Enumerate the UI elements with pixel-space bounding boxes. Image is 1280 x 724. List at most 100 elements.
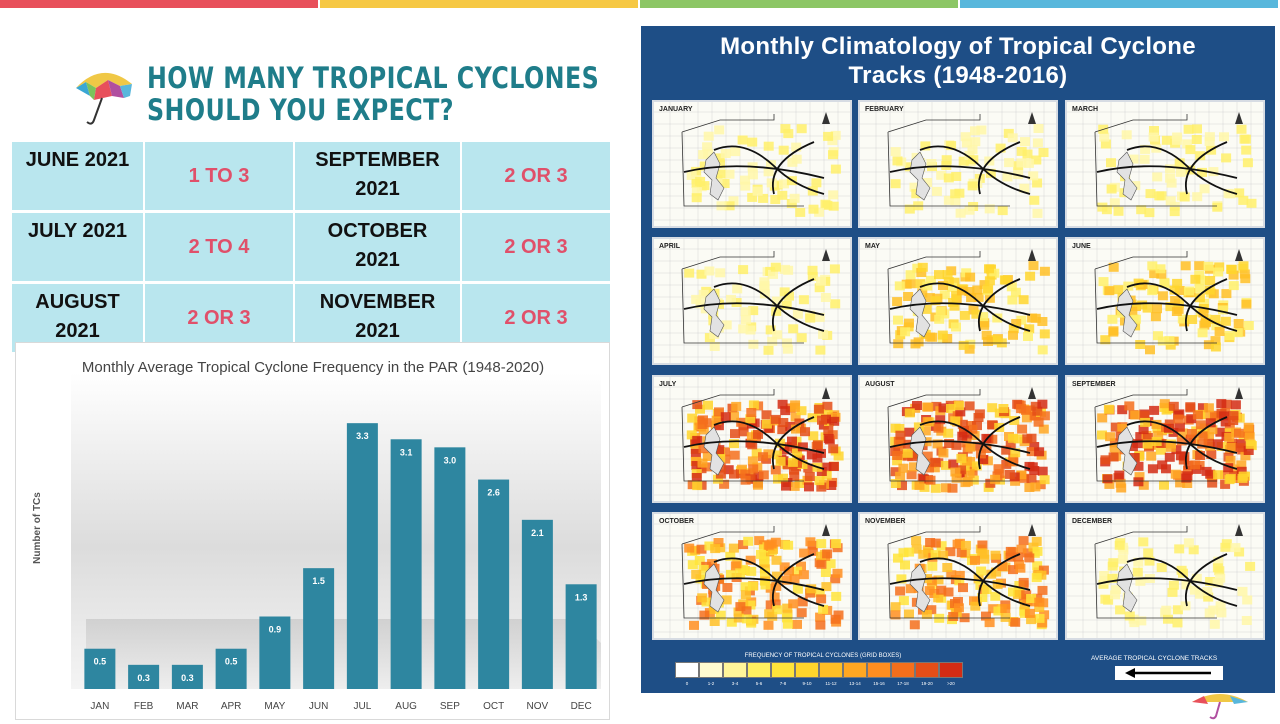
legend-tick-label: 19-20	[921, 681, 933, 686]
chart-value-label: 2.6	[487, 488, 500, 498]
frequency-chart: Monthly Average Tropical Cyclone Frequen…	[15, 342, 610, 720]
chart-category-label: SEP	[440, 701, 460, 712]
forecast-month-line: SEPTEMBER	[315, 149, 440, 171]
forecast-month: JUNE 2021	[12, 142, 145, 210]
chart-value-label: 2.1	[531, 528, 544, 538]
legend-tick-label: >20	[947, 681, 955, 686]
legend-tick-label: 7-8	[779, 681, 787, 686]
track-map-graphic	[860, 377, 1056, 501]
forecast-row: AUGUST 2021 2 OR 3 NOVEMBER 2021 2 OR 3	[12, 284, 612, 352]
chart-value-label: 0.5	[225, 657, 238, 667]
chart-value-label: 3.0	[444, 455, 457, 465]
legend-tick-label: 5-6	[755, 681, 763, 686]
average-tracks-key	[1115, 666, 1223, 680]
chart-floor-shadow	[86, 619, 601, 689]
track-arrow-icon	[1125, 668, 1211, 678]
track-map-month-label: FEBRUARY	[865, 106, 904, 113]
forecast-row: JUNE 2021 1 TO 3 SEPTEMBER 2021 2 OR 3	[12, 142, 612, 210]
track-map-august: AUGUST	[858, 375, 1058, 503]
forecast-month: NOVEMBER 2021	[295, 284, 462, 352]
legend-swatch	[867, 662, 891, 678]
track-map-graphic	[1067, 514, 1263, 638]
chart-value-label: 0.5	[94, 657, 107, 667]
forecast-month: OCTOBER 2021	[295, 213, 462, 281]
forecast-table: JUNE 2021 1 TO 3 SEPTEMBER 2021 2 OR 3 JULY 2…	[12, 139, 612, 355]
chart-bar	[303, 568, 335, 689]
frequency-legend	[675, 662, 963, 678]
chart-bar	[84, 648, 116, 689]
legend-tick-label: 0	[685, 681, 689, 686]
legend-tick-label: 9-10	[802, 681, 812, 686]
legend-swatch	[915, 662, 939, 678]
track-map-july: JULY	[652, 375, 852, 503]
track-map-month-label: AUGUST	[865, 381, 895, 388]
forecast-month-line: 2021	[355, 320, 400, 342]
forecast-month-line: OCTOBER	[327, 220, 428, 242]
forecast-month-line: AUGUST	[35, 291, 120, 313]
chart-bar	[128, 664, 160, 689]
legend-swatch	[747, 662, 771, 678]
chart-category-label: MAY	[264, 701, 285, 712]
track-map-december: DECEMBER	[1065, 512, 1265, 640]
panel-title-line-1: Monthly Climatology of Tropical Cyclone	[720, 33, 1196, 60]
chart-category-label: AUG	[395, 701, 417, 712]
chart-bar	[215, 648, 247, 689]
chart-value-label: 1.3	[575, 592, 588, 602]
forecast-month: SEPTEMBER 2021	[295, 142, 462, 210]
forecast-month: JULY 2021	[12, 213, 145, 281]
track-map-month-label: SEPTEMBER	[1072, 381, 1116, 388]
average-tracks-label: AVERAGE TROPICAL CYCLONE TRACKS	[1091, 655, 1218, 662]
legend-swatch	[723, 662, 747, 678]
climatology-panel: Monthly Climatology of Tropical Cyclone …	[641, 26, 1275, 693]
frequency-legend-ticks: 0 1-2 3-4 5-6 7-8 9-10 11-12 13-14 15-16 17-18 19-…	[675, 681, 963, 686]
chart-bar	[434, 447, 466, 689]
chart-category-label: JUN	[309, 701, 328, 712]
track-map-april: APRIL	[652, 237, 852, 365]
track-map-june: JUNE	[1065, 237, 1265, 365]
track-map-september: SEPTEMBER	[1065, 375, 1265, 503]
legend-swatch	[843, 662, 867, 678]
page-title-line-2: SHOULD YOU EXPECT?	[147, 93, 455, 127]
track-map-graphic	[654, 102, 850, 226]
legend-swatch	[675, 662, 699, 678]
track-map-month-label: DECEMBER	[1072, 518, 1113, 525]
track-map-november: NOVEMBER	[858, 512, 1058, 640]
track-map-graphic	[654, 377, 850, 501]
track-map-month-label: MAY	[865, 243, 880, 250]
track-map-month-label: JULY	[659, 381, 677, 388]
chart-category-label: OCT	[483, 701, 504, 712]
chart-value-label: 3.1	[400, 447, 413, 457]
chart-bar	[259, 616, 291, 689]
track-map-month-label: NOVEMBER	[865, 518, 906, 525]
chart-category-label: JAN	[90, 701, 109, 712]
top-stripe	[640, 0, 958, 8]
chart-category-label: APR	[221, 701, 242, 712]
track-map-month-label: OCTOBER	[659, 518, 694, 525]
top-stripe	[320, 0, 638, 8]
legend-swatch	[699, 662, 723, 678]
legend-swatch	[771, 662, 795, 678]
chart-bar	[478, 479, 510, 689]
chart-category-label: JUL	[353, 701, 371, 712]
forecast-value: 2 OR 3	[462, 142, 612, 210]
forecast-value: 2 OR 3	[145, 284, 295, 352]
track-map-month-label: JUNE	[1072, 243, 1091, 250]
track-map-graphic	[1067, 102, 1263, 226]
forecast-month-line: NOVEMBER	[319, 291, 436, 313]
umbrella-corner-icon	[1192, 694, 1248, 720]
forecast-month-line: 2021	[355, 249, 400, 271]
forecast-row: JULY 2021 2 TO 4 OCTOBER 2021 2 OR 3	[12, 213, 612, 281]
chart-value-label: 1.5	[312, 576, 325, 586]
panel-title: Monthly Climatology of Tropical Cyclone …	[641, 32, 1275, 90]
top-stripe	[960, 0, 1278, 8]
chart-category-label: FEB	[134, 701, 154, 712]
forecast-value: 2 TO 4	[145, 213, 295, 281]
track-map-may: MAY	[858, 237, 1058, 365]
legend-tick-label: 11-12	[825, 681, 837, 686]
legend-swatch	[819, 662, 843, 678]
chart-category-label: MAR	[176, 701, 198, 712]
forecast-month-line: JUNE 2021	[25, 149, 130, 171]
frequency-chart-svg: Monthly Average Tropical Cyclone Frequen…	[32, 359, 601, 712]
chart-value-label: 0.3	[181, 673, 194, 683]
track-map-graphic	[654, 239, 850, 363]
